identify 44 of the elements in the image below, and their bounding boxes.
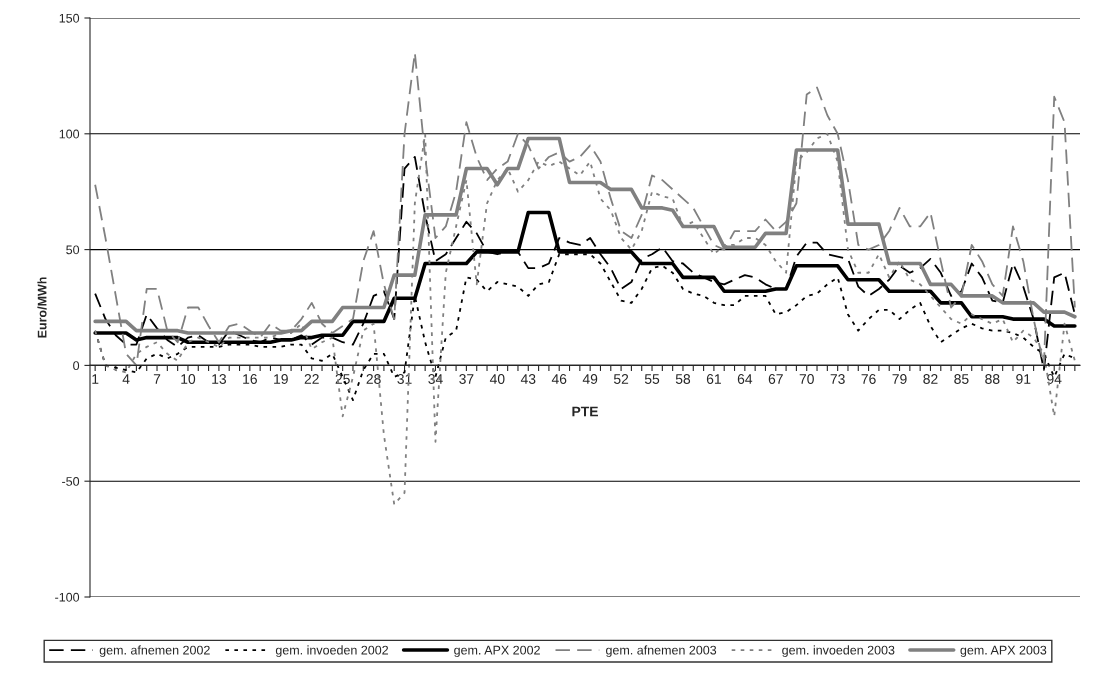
- legend-label: gem. afnemen 2002: [99, 645, 210, 657]
- x-tick-label: 1: [92, 374, 99, 384]
- x-tick-label: 52: [613, 374, 629, 384]
- legend-label: gem. APX 2003: [960, 645, 1047, 657]
- legend-label: gem. APX 2002: [454, 645, 540, 657]
- x-tick-label: 22: [304, 374, 319, 384]
- y-tick-label: 150: [59, 13, 80, 23]
- x-tick-label: 40: [489, 374, 505, 384]
- y-tick-label: -100: [55, 592, 80, 602]
- x-tick-label: 85: [954, 374, 969, 384]
- x-tick-label: 82: [923, 374, 938, 384]
- y-tick-label: -50: [62, 477, 80, 486]
- x-axis-title: PTE: [572, 406, 598, 417]
- x-tick-label: 10: [181, 374, 196, 384]
- x-tick-label: 19: [274, 374, 288, 384]
- legend-label: gem. invoeden 2002: [275, 645, 389, 657]
- x-tick-label: 28: [366, 374, 381, 384]
- y-tick-label: 100: [59, 129, 80, 139]
- x-tick-label: 4: [122, 374, 130, 384]
- x-tick-label: 88: [985, 374, 1000, 384]
- x-tick-label: 7: [153, 374, 161, 384]
- x-tick-label: 70: [799, 374, 814, 384]
- x-tick-label: 76: [861, 374, 876, 384]
- x-tick-label: 46: [551, 374, 567, 384]
- legend-label: gem. invoeden 2003: [782, 645, 895, 657]
- y-axis-title: Euro/MWh: [37, 277, 47, 338]
- x-tick-label: 58: [675, 374, 691, 384]
- y-tick-label: 50: [66, 245, 80, 255]
- legend-label: gem. afnemen 2003: [606, 645, 717, 657]
- x-tick-label: 73: [830, 374, 845, 384]
- x-tick-label: 49: [582, 374, 598, 384]
- y-tick-label: 0: [73, 361, 80, 371]
- x-tick-label: 37: [459, 374, 474, 384]
- x-tick-label: 91: [1016, 374, 1031, 384]
- x-tick-label: 43: [520, 374, 536, 384]
- x-tick-label: 13: [212, 374, 227, 384]
- x-tick-label: 61: [706, 374, 721, 384]
- x-tick-label: 79: [892, 374, 907, 384]
- x-tick-label: 25: [335, 374, 350, 384]
- x-tick-label: 55: [644, 374, 660, 384]
- x-tick-label: 67: [768, 374, 783, 384]
- x-tick-label: 16: [243, 374, 257, 384]
- x-tick-label: 64: [737, 374, 753, 384]
- x-tick-label: 34: [428, 374, 443, 384]
